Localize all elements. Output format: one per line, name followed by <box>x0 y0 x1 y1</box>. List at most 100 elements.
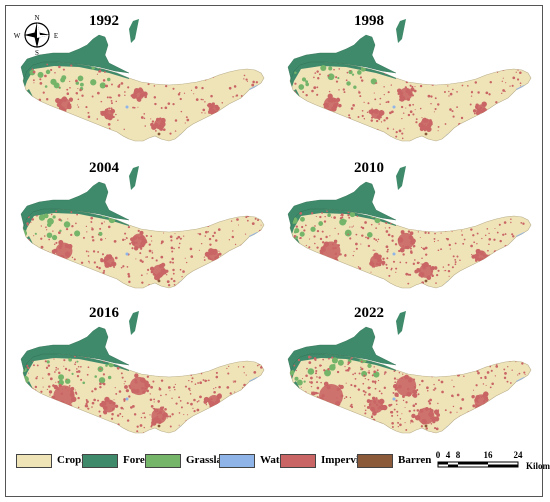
grassland-patch <box>344 229 352 237</box>
urban-fringe <box>399 96 405 102</box>
urban-fringe <box>331 130 338 136</box>
impervious-patch <box>256 364 259 367</box>
impervious-patch <box>226 403 229 406</box>
impervious-patch <box>311 403 315 406</box>
impervious-patch <box>425 253 428 256</box>
impervious-patch <box>487 401 491 405</box>
impervious-patch <box>120 63 122 66</box>
impervious-patch <box>479 427 483 431</box>
impervious-patch <box>70 233 73 236</box>
impervious-patch <box>374 98 377 101</box>
urban-fringe <box>60 244 63 248</box>
urban-fringe <box>407 97 410 101</box>
forest-mountains <box>20 34 130 80</box>
impervious-patch <box>492 129 496 132</box>
impervious-patch <box>98 410 101 413</box>
impervious-patch <box>233 280 235 283</box>
impervious-patch <box>433 111 435 113</box>
urban-fringe <box>155 117 160 122</box>
impervious-patch <box>359 420 363 423</box>
impervious-patch <box>381 423 383 426</box>
impervious-patch <box>34 276 37 279</box>
impervious-patch <box>47 364 51 367</box>
urban-fringe <box>64 279 69 283</box>
impervious-patch <box>141 363 143 365</box>
impervious-patch <box>149 357 152 359</box>
urban-core <box>329 277 343 288</box>
impervious-patch <box>352 104 355 107</box>
impervious-patch <box>462 414 466 418</box>
impervious-patch <box>35 104 37 106</box>
urban-fringe <box>74 421 78 425</box>
impervious-patch <box>519 82 522 85</box>
impervious-patch <box>179 367 181 369</box>
impervious-patch <box>259 279 262 282</box>
impervious-patch <box>485 384 487 386</box>
urban-fringe <box>67 102 71 105</box>
impervious-patch <box>426 68 430 72</box>
urban-fringe <box>150 385 154 389</box>
impervious-patch <box>455 419 457 421</box>
impervious-patch <box>419 363 423 366</box>
impervious-patch <box>524 108 527 111</box>
impervious-patch <box>85 398 88 401</box>
impervious-patch <box>412 68 415 71</box>
impervious-patch <box>391 421 394 425</box>
urban-fringe <box>71 425 74 428</box>
impervious-patch <box>27 224 29 227</box>
urban-fringe <box>311 391 316 396</box>
impervious-patch <box>492 117 494 119</box>
impervious-patch <box>85 250 88 253</box>
impervious-patch <box>93 398 96 402</box>
impervious-patch <box>310 381 313 384</box>
impervious-patch <box>154 102 157 106</box>
impervious-patch <box>409 247 412 250</box>
impervious-patch <box>240 284 242 287</box>
impervious-patch <box>97 91 100 95</box>
impervious-patch <box>293 364 296 367</box>
urban-fringe <box>70 389 74 394</box>
grassland-patch <box>34 232 37 235</box>
impervious-patch <box>180 110 183 113</box>
impervious-patch <box>397 421 400 424</box>
urban-fringe <box>329 277 335 284</box>
impervious-patch <box>424 70 428 74</box>
urban-fringe <box>134 380 138 384</box>
impervious-patch <box>451 266 454 269</box>
barren-patch <box>484 262 488 266</box>
impervious-patch <box>243 372 245 374</box>
impervious-patch <box>320 110 323 113</box>
impervious-patch <box>311 89 314 93</box>
scale-tick: 0 <box>435 450 441 460</box>
impervious-patch <box>223 121 225 124</box>
impervious-patch <box>488 416 491 418</box>
impervious-patch <box>425 214 428 218</box>
impervious-patch <box>383 373 386 375</box>
impervious-patch <box>304 257 306 260</box>
impervious-patch <box>251 406 255 409</box>
barren-patch <box>217 407 221 411</box>
impervious-patch <box>50 407 52 409</box>
impervious-patch <box>218 68 221 71</box>
impervious-patch <box>424 231 427 234</box>
impervious-patch <box>400 220 402 222</box>
scale-bar: 0 4 8 16 24 Kilometers <box>434 450 550 478</box>
impervious-patch <box>407 356 410 359</box>
impervious-patch <box>296 430 299 433</box>
impervious-patch <box>98 266 101 270</box>
urban-fringe <box>69 422 72 425</box>
impervious-patch <box>39 78 42 81</box>
urban-fringe <box>373 108 379 114</box>
impervious-patch <box>462 138 465 141</box>
impervious-patch <box>405 272 409 276</box>
impervious-patch <box>424 246 428 250</box>
urban-fringe <box>73 423 79 429</box>
impervious-patch <box>144 125 147 127</box>
impervious-patch <box>390 410 394 414</box>
impervious-patch <box>65 378 67 381</box>
impervious-patch <box>198 232 202 236</box>
impervious-patch <box>204 379 207 383</box>
grassland-patch <box>53 82 60 89</box>
impervious-patch <box>123 128 125 131</box>
impervious-patch <box>441 219 443 222</box>
